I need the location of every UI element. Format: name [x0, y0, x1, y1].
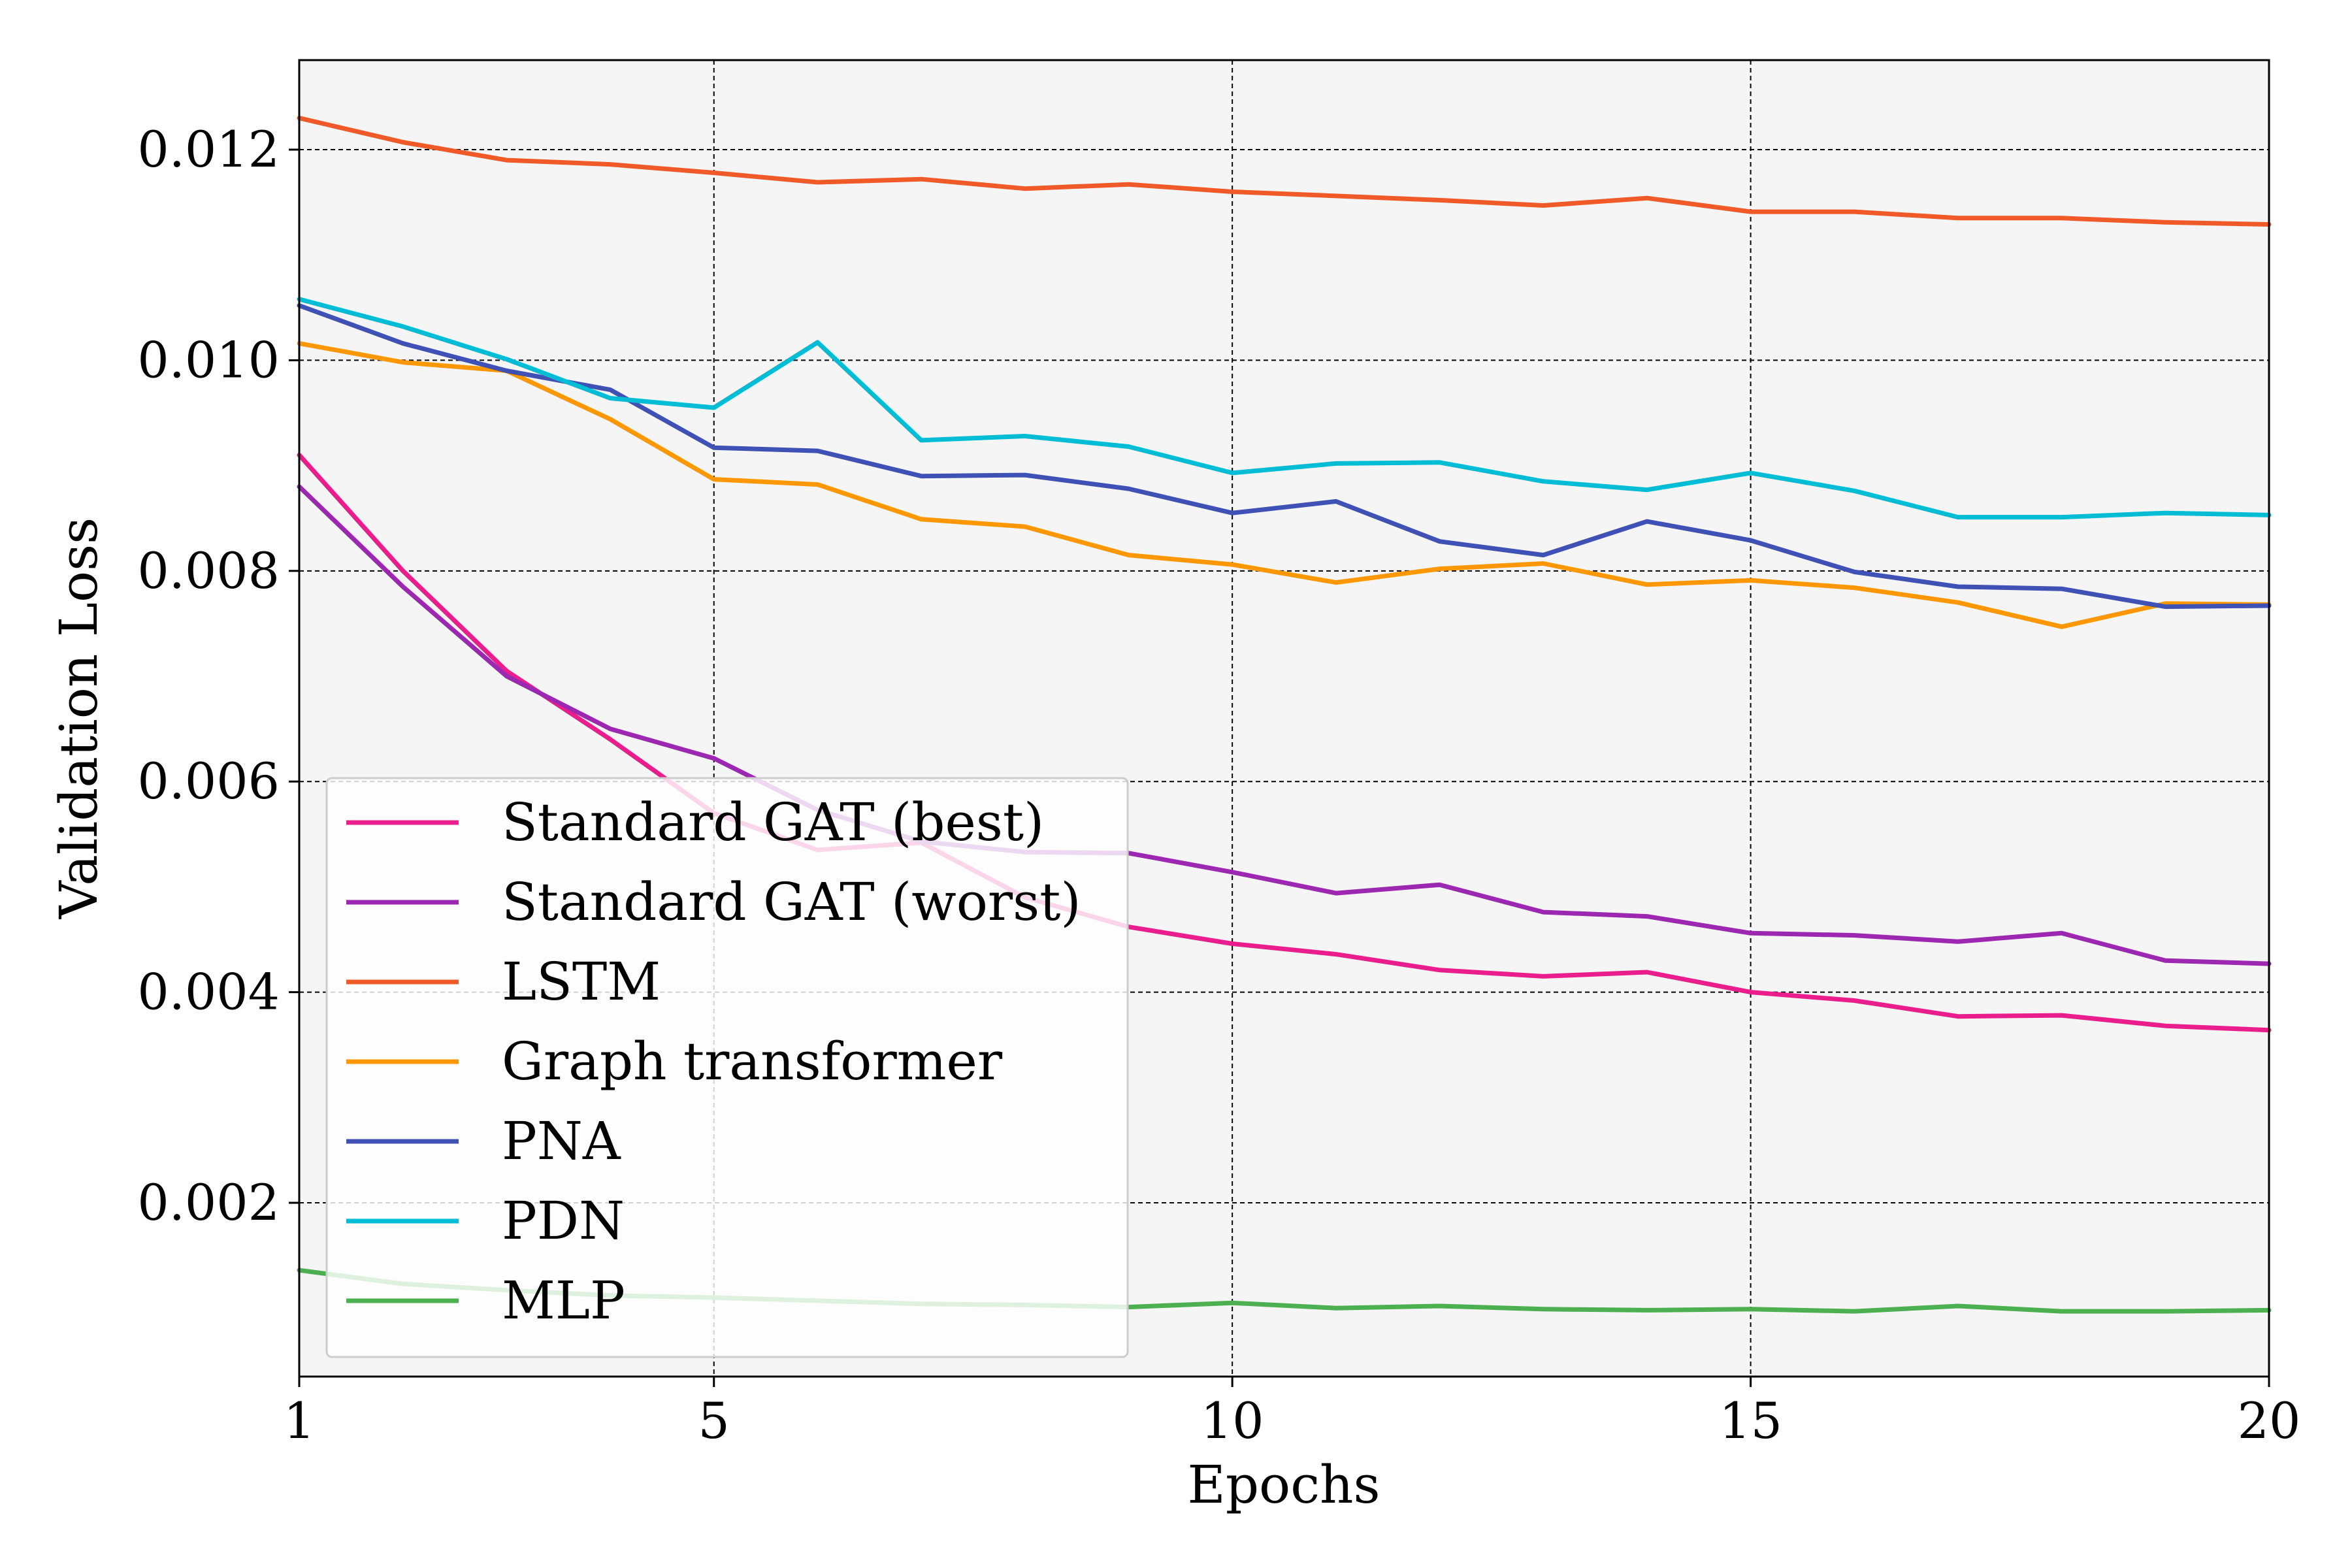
- y-tick-label: 0.002: [137, 1173, 280, 1232]
- series-line-1: [297, 484, 2272, 966]
- series-line-0: [297, 453, 2272, 1033]
- y-tick-label: 0.008: [137, 542, 280, 600]
- x-tick-label: 15: [1719, 1392, 1782, 1450]
- x-axis-title: Epochs: [1187, 1454, 1380, 1515]
- legend: Standard GAT (best) Standard GAT (worst) L…: [325, 777, 1129, 1358]
- legend-label: PDN: [502, 1190, 625, 1251]
- x-tick-label: 1: [284, 1392, 315, 1450]
- legend-label: MLP: [502, 1270, 625, 1331]
- x-tick-label: 20: [2238, 1392, 2301, 1450]
- y-tick-label: 0.010: [137, 331, 280, 389]
- legend-box: [325, 777, 1129, 1358]
- y-tick-label: 0.006: [137, 752, 280, 810]
- series-line-2: [297, 116, 2272, 227]
- legend-label: Graph transformer: [502, 1031, 1003, 1092]
- x-tick-label: 5: [698, 1392, 730, 1450]
- x-tick-label: 10: [1201, 1392, 1264, 1450]
- series-line-3: [297, 341, 2272, 629]
- grid-lines: [299, 60, 2269, 1377]
- legend-label: Standard GAT (worst): [502, 872, 1081, 932]
- legend-label: Standard GAT (best): [502, 792, 1044, 853]
- y-axis-title: Validation Loss: [48, 517, 109, 919]
- plot-frame: [298, 59, 2270, 1378]
- y-tick-label: 0.012: [137, 120, 280, 178]
- legend-label: LSTM: [502, 951, 661, 1012]
- y-tick-label: 0.004: [137, 963, 280, 1021]
- series-line-5: [297, 297, 2272, 520]
- legend-label: PNA: [502, 1111, 621, 1171]
